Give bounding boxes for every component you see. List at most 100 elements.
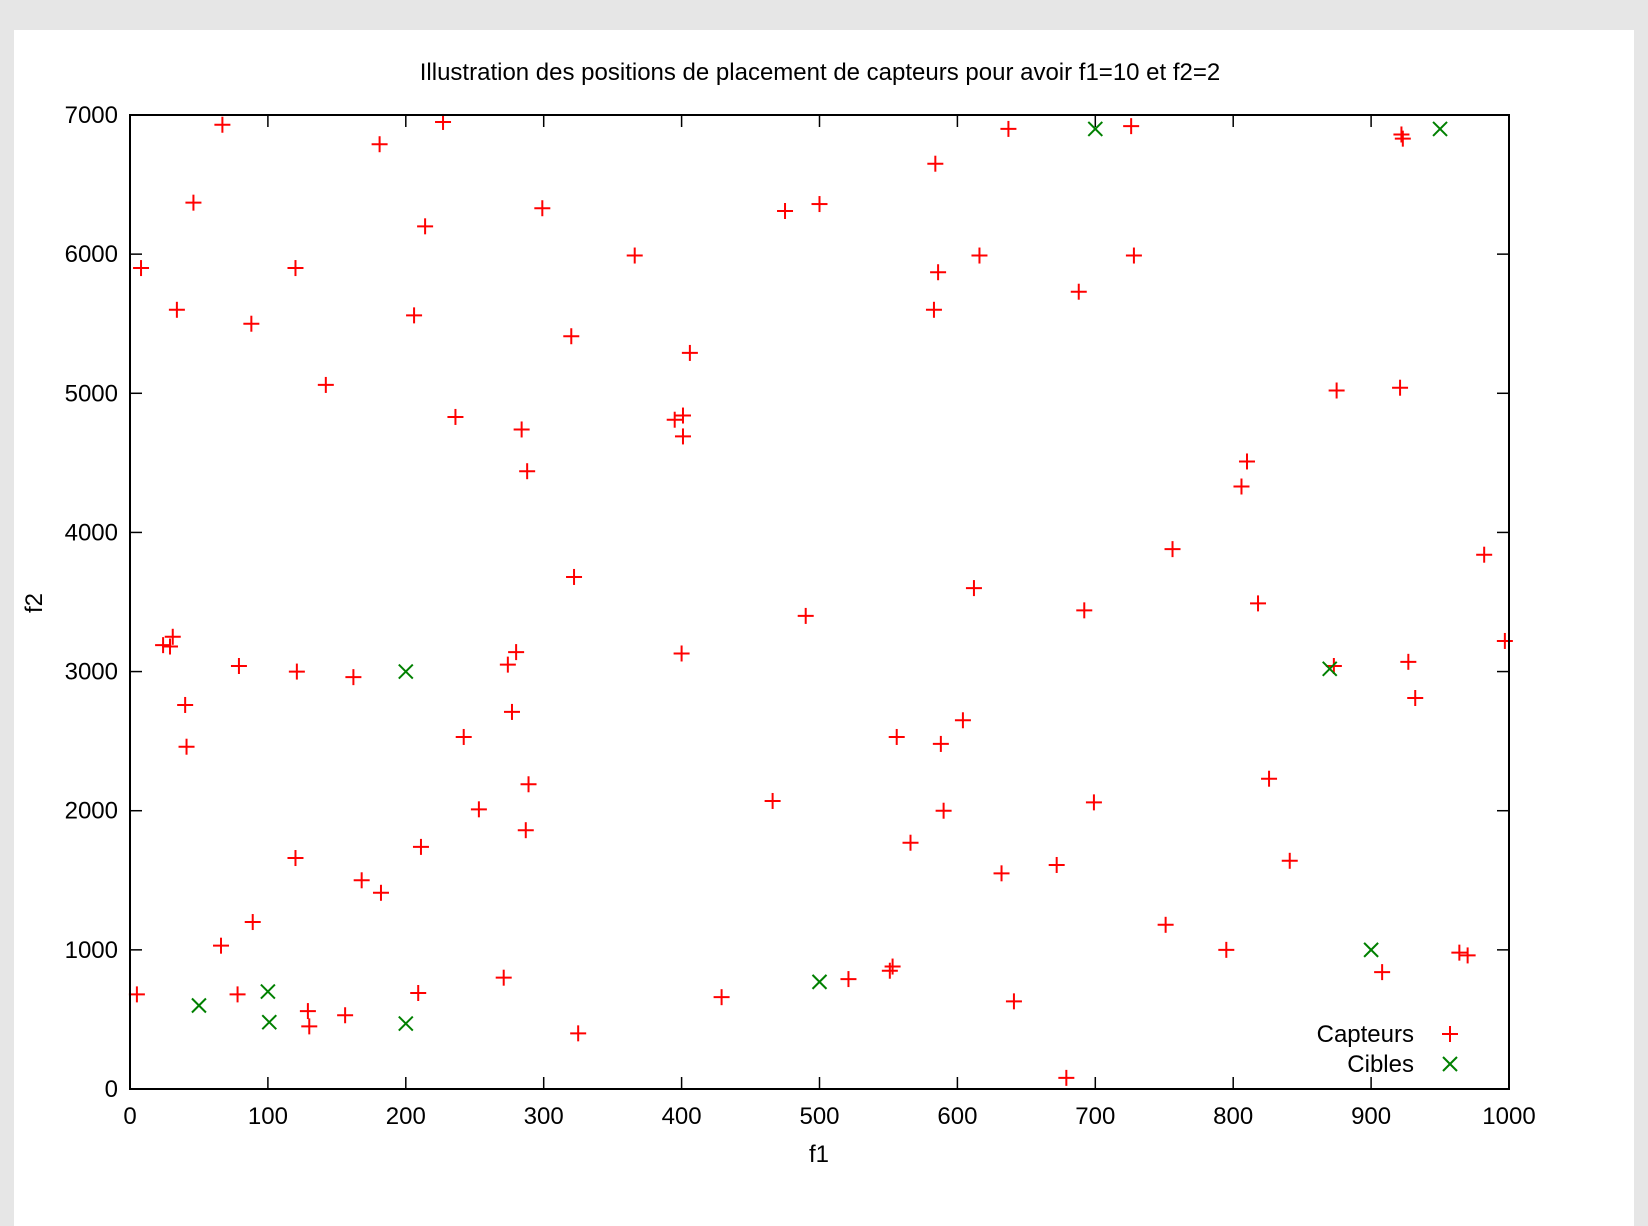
capteur-point <box>178 738 195 755</box>
cible-point <box>398 663 414 680</box>
capteur-point <box>372 884 389 901</box>
capteur-point <box>666 411 683 428</box>
capteur-point <box>1400 653 1417 670</box>
capteur-point <box>508 644 525 661</box>
capteur-point <box>185 194 202 211</box>
capteur-point <box>1233 478 1250 495</box>
capteur-point <box>1238 453 1255 470</box>
capteur-point <box>840 971 857 988</box>
capteur-point <box>566 568 583 585</box>
capteur-point <box>1328 382 1345 399</box>
plot-frame <box>129 114 1510 1090</box>
cible-point <box>1322 661 1338 677</box>
capteur-point <box>513 421 530 438</box>
capteur-point <box>777 203 794 220</box>
capteur-point <box>1476 546 1493 563</box>
capteur-point <box>520 776 537 793</box>
capteur-point <box>317 376 334 393</box>
x-tick-label: 800 <box>1213 1103 1253 1130</box>
capteur-point <box>229 986 246 1003</box>
capteur-point <box>417 218 434 235</box>
capteur-point <box>1125 247 1142 264</box>
capteur-point <box>155 637 172 654</box>
y-tick-label: 3000 <box>65 659 118 686</box>
capteur-point <box>674 407 691 424</box>
capteur-point <box>881 962 898 979</box>
capteur-point <box>299 1003 316 1020</box>
capteur-point <box>1394 130 1411 147</box>
capteur-point <box>410 984 427 1001</box>
y-axis-label: f2 <box>21 593 48 613</box>
legend-capteur-marker <box>1442 1026 1458 1042</box>
capteur-point <box>161 638 178 655</box>
capteur-point <box>681 344 698 361</box>
capteur-point <box>244 914 261 931</box>
capteur-point <box>1250 595 1267 612</box>
x-tick-label: 0 <box>123 1103 136 1130</box>
capteur-point <box>168 301 185 318</box>
capteur-point <box>1374 964 1391 981</box>
capteur-point <box>287 850 304 867</box>
y-tick-label: 4000 <box>65 519 118 546</box>
x-tick-label: 200 <box>386 1103 426 1130</box>
chart-title: Illustration des positions de placement … <box>420 59 1221 86</box>
x-tick-label: 300 <box>524 1103 564 1130</box>
capteur-point <box>243 315 260 332</box>
capteur-point <box>563 328 580 345</box>
capteur-point <box>811 196 828 213</box>
cible-point <box>811 974 828 990</box>
cible-point <box>261 1014 277 1030</box>
capteur-point <box>971 247 988 264</box>
scatter-chart: Illustration des positions de placement … <box>21 59 1536 1168</box>
capteur-point <box>1281 852 1298 869</box>
capteur-point <box>935 802 952 819</box>
capteur-point <box>495 969 512 986</box>
capteur-point <box>674 428 691 445</box>
capteur-point <box>177 696 194 713</box>
capteur-point <box>1164 541 1181 558</box>
capteur-point <box>764 792 781 809</box>
capteur-point <box>1058 1069 1075 1086</box>
capteur-point <box>128 986 145 1003</box>
capteur-point <box>1123 118 1140 135</box>
capteur-point <box>371 136 388 153</box>
legend: Capteurs Cibles <box>1317 1021 1458 1078</box>
capteur-point <box>301 1018 318 1035</box>
capteur-point <box>447 408 464 425</box>
capteur-point <box>1070 283 1087 300</box>
capteur-point <box>1005 993 1022 1010</box>
capteur-point <box>213 937 230 954</box>
capteur-point <box>888 728 905 745</box>
capteur-point <box>626 247 643 264</box>
capteur-point <box>1048 856 1065 873</box>
legend-label: Capteurs <box>1317 1021 1414 1048</box>
x-tick-label: 100 <box>248 1103 288 1130</box>
capteur-point <box>503 703 520 720</box>
y-tick-label: 0 <box>105 1076 118 1103</box>
capteur-point <box>1392 379 1409 396</box>
capteur-point <box>902 834 919 851</box>
capteur-point <box>534 200 551 217</box>
legend-cible-marker <box>1442 1056 1458 1072</box>
capteur-point <box>1451 944 1468 961</box>
capteur-point <box>133 260 150 277</box>
cible-point <box>260 983 276 1000</box>
capteur-point <box>406 307 423 324</box>
cible-point <box>191 997 207 1014</box>
top-strip <box>0 0 1648 30</box>
capteur-point <box>954 712 971 729</box>
capteur-point <box>164 628 181 645</box>
capteur-point <box>214 116 231 133</box>
capteur-point <box>412 838 429 855</box>
x-tick-label: 400 <box>662 1103 702 1130</box>
capteur-point <box>1459 947 1476 964</box>
capteur-point <box>965 580 982 597</box>
capteur-point <box>1157 916 1174 933</box>
capteur-point <box>337 1007 354 1024</box>
capteur-point <box>353 872 370 889</box>
cible-point <box>1087 121 1104 137</box>
capteur-point <box>930 264 947 281</box>
y-tick-label: 1000 <box>65 937 118 964</box>
x-tick-label: 700 <box>1075 1103 1115 1130</box>
capteur-point <box>345 669 362 686</box>
